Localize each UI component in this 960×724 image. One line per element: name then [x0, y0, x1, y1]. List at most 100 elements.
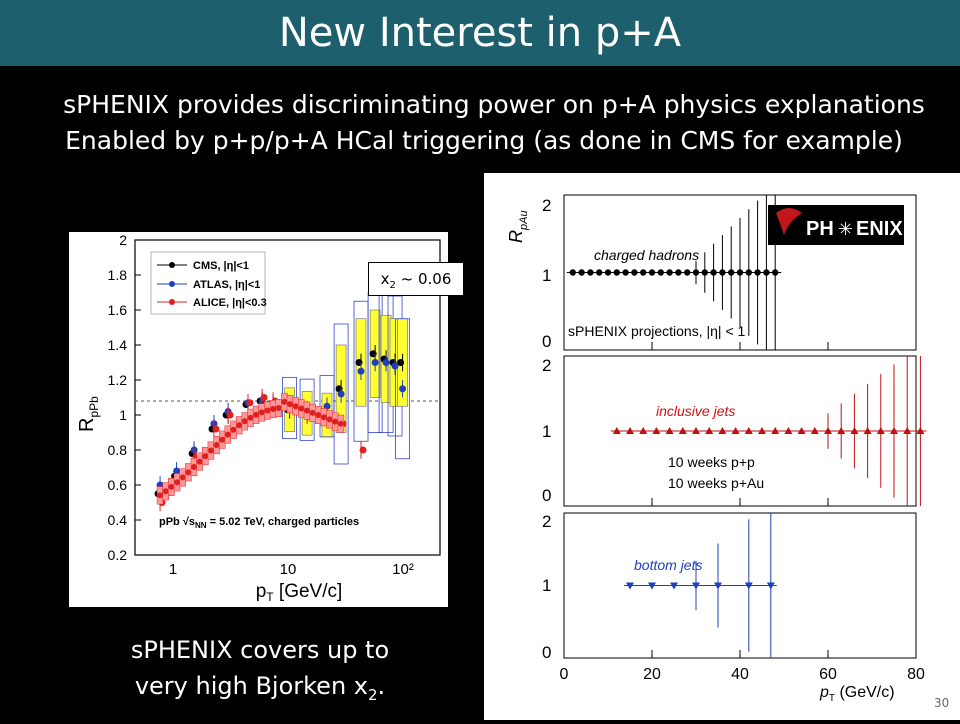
charged-hadron-point — [719, 269, 725, 275]
charged-hadron-point — [728, 269, 734, 275]
subtitle-line-2: Enabled by p+p/p+A HCal triggering (as d… — [4, 124, 960, 158]
alice-point — [315, 412, 321, 418]
x-tick-label: 40 — [731, 666, 749, 683]
legend-atlas: ATLAS, |η|<1 — [193, 279, 260, 291]
charged-hadron-point — [622, 269, 628, 275]
svg-text:ENIX: ENIX — [856, 218, 903, 240]
rpau-projection-plot: 2 1 0 2 1 0 2 1 0 RpAu PH ✳ ENIX charged… — [484, 173, 960, 720]
alice-point — [185, 469, 191, 475]
alice-point — [225, 432, 231, 438]
x-tick-labels: 0 20 40 60 80 — [560, 666, 925, 683]
alice-point — [321, 414, 327, 420]
page-number: 30 — [934, 696, 949, 710]
alice-point — [338, 421, 344, 427]
slide-title: New Interest in p+A — [0, 8, 960, 58]
alice-point — [219, 437, 225, 443]
legend-alice: ALICE, |η|<0.3 — [193, 297, 267, 309]
alice-point — [259, 409, 265, 415]
p1-ytick-1: 1 — [542, 266, 551, 285]
atlas-point — [392, 363, 399, 370]
y-tick-label: 1.4 — [108, 337, 128, 353]
subtitle-line-1: sPHENIX provides discriminating power on… — [14, 88, 960, 122]
charged-hadron-point — [649, 269, 655, 275]
y-tick-label: 0.4 — [108, 512, 128, 528]
p2-ytick-1: 1 — [542, 422, 551, 441]
x2-label: x2 ~ 0.06 — [368, 262, 464, 296]
charged-hadron-point — [605, 269, 611, 275]
alice-point — [168, 484, 174, 490]
charged-hadron-point — [710, 269, 716, 275]
y-tick-label: 0.8 — [108, 442, 128, 458]
pt-axis-label: pT (GeV/c) — [819, 684, 895, 704]
svg-text:PH: PH — [806, 218, 834, 240]
alice-point — [247, 415, 253, 421]
logo-star: ✳ — [838, 219, 853, 239]
p3-ytick-2: 2 — [542, 512, 551, 531]
alice-point — [236, 422, 242, 428]
alice-point — [202, 453, 208, 459]
alice-point — [242, 418, 248, 424]
note-pp-weeks: 10 weeks p+p — [668, 454, 755, 470]
charged-hadron-point — [666, 269, 672, 275]
charged-hadron-point — [763, 269, 769, 275]
y-tick-label: 0.6 — [108, 477, 128, 493]
alice-point — [304, 408, 310, 414]
rpau-axis-label: RpAu — [506, 210, 530, 243]
alice-point — [157, 492, 163, 498]
charged-hadron-point — [737, 269, 743, 275]
atlas-point — [372, 359, 379, 366]
atlas-point — [338, 391, 345, 398]
alice-point — [360, 447, 367, 454]
x-tick-1: 1 — [169, 561, 177, 578]
alice-point — [310, 410, 316, 416]
alice-point — [174, 479, 180, 485]
alice-point — [214, 442, 220, 448]
charged-hadron-point — [702, 269, 708, 275]
y-tick-label: 0.2 — [108, 547, 128, 563]
charged-hadron-point — [772, 269, 778, 275]
legend: CMS, |η|<1 ATLAS, |η|<1 ALICE, |η|<0.3 — [151, 252, 267, 314]
charged-hadron-point — [684, 269, 690, 275]
alice-point — [197, 459, 203, 465]
charged-hadron-point — [675, 269, 681, 275]
alice-point — [276, 405, 282, 411]
alice-point — [191, 464, 197, 470]
charged-hadron-point — [570, 269, 576, 275]
y-tick-label: 1 — [119, 407, 127, 423]
charged-hadron-point — [614, 269, 620, 275]
alice-point — [327, 416, 333, 422]
p2-ytick-0: 0 — [542, 486, 551, 505]
p2-ytick-2: 2 — [542, 356, 551, 375]
alice-point — [332, 419, 338, 425]
alice-point — [261, 394, 268, 401]
x-tick-label: 60 — [819, 666, 837, 683]
caption-line-1: sPHENIX covers up to — [100, 632, 420, 668]
y-axis-label: RpPb — [76, 396, 101, 432]
alice-point — [163, 488, 169, 494]
alice-point — [231, 427, 237, 433]
charged-hadron-point — [640, 269, 646, 275]
x-tick-100: 10² — [392, 561, 414, 578]
charged-hadron-point — [596, 269, 602, 275]
alice-point — [212, 426, 219, 433]
label-bottom-jets: bottom jets — [634, 557, 702, 573]
alice-point — [253, 412, 259, 418]
p1-ytick-2: 2 — [542, 196, 551, 215]
x-tick-label: 20 — [643, 666, 661, 683]
p1-ytick-0: 0 — [542, 332, 551, 351]
x-tick-label: 80 — [907, 666, 925, 683]
legend-cms: CMS, |η|<1 — [193, 260, 249, 272]
y-tick-label: 1.8 — [108, 267, 128, 283]
y-tick-label: 2 — [119, 232, 127, 248]
charged-hadron-point — [587, 269, 593, 275]
note-sphenix-projections: sPHENIX projections, |η| < 1 — [568, 323, 746, 339]
y-tick-label: 1.2 — [108, 372, 128, 388]
charged-hadron-point — [746, 269, 752, 275]
alice-point — [293, 403, 299, 409]
charged-hadron-point — [754, 269, 760, 275]
atlas-point — [358, 368, 365, 375]
alice-point — [264, 407, 270, 413]
energy-annotation: pPb √sNN = 5.02 TeV, charged particles — [159, 516, 359, 530]
label-inclusive-jets: inclusive jets — [656, 403, 735, 419]
charged-hadron-point — [658, 269, 664, 275]
